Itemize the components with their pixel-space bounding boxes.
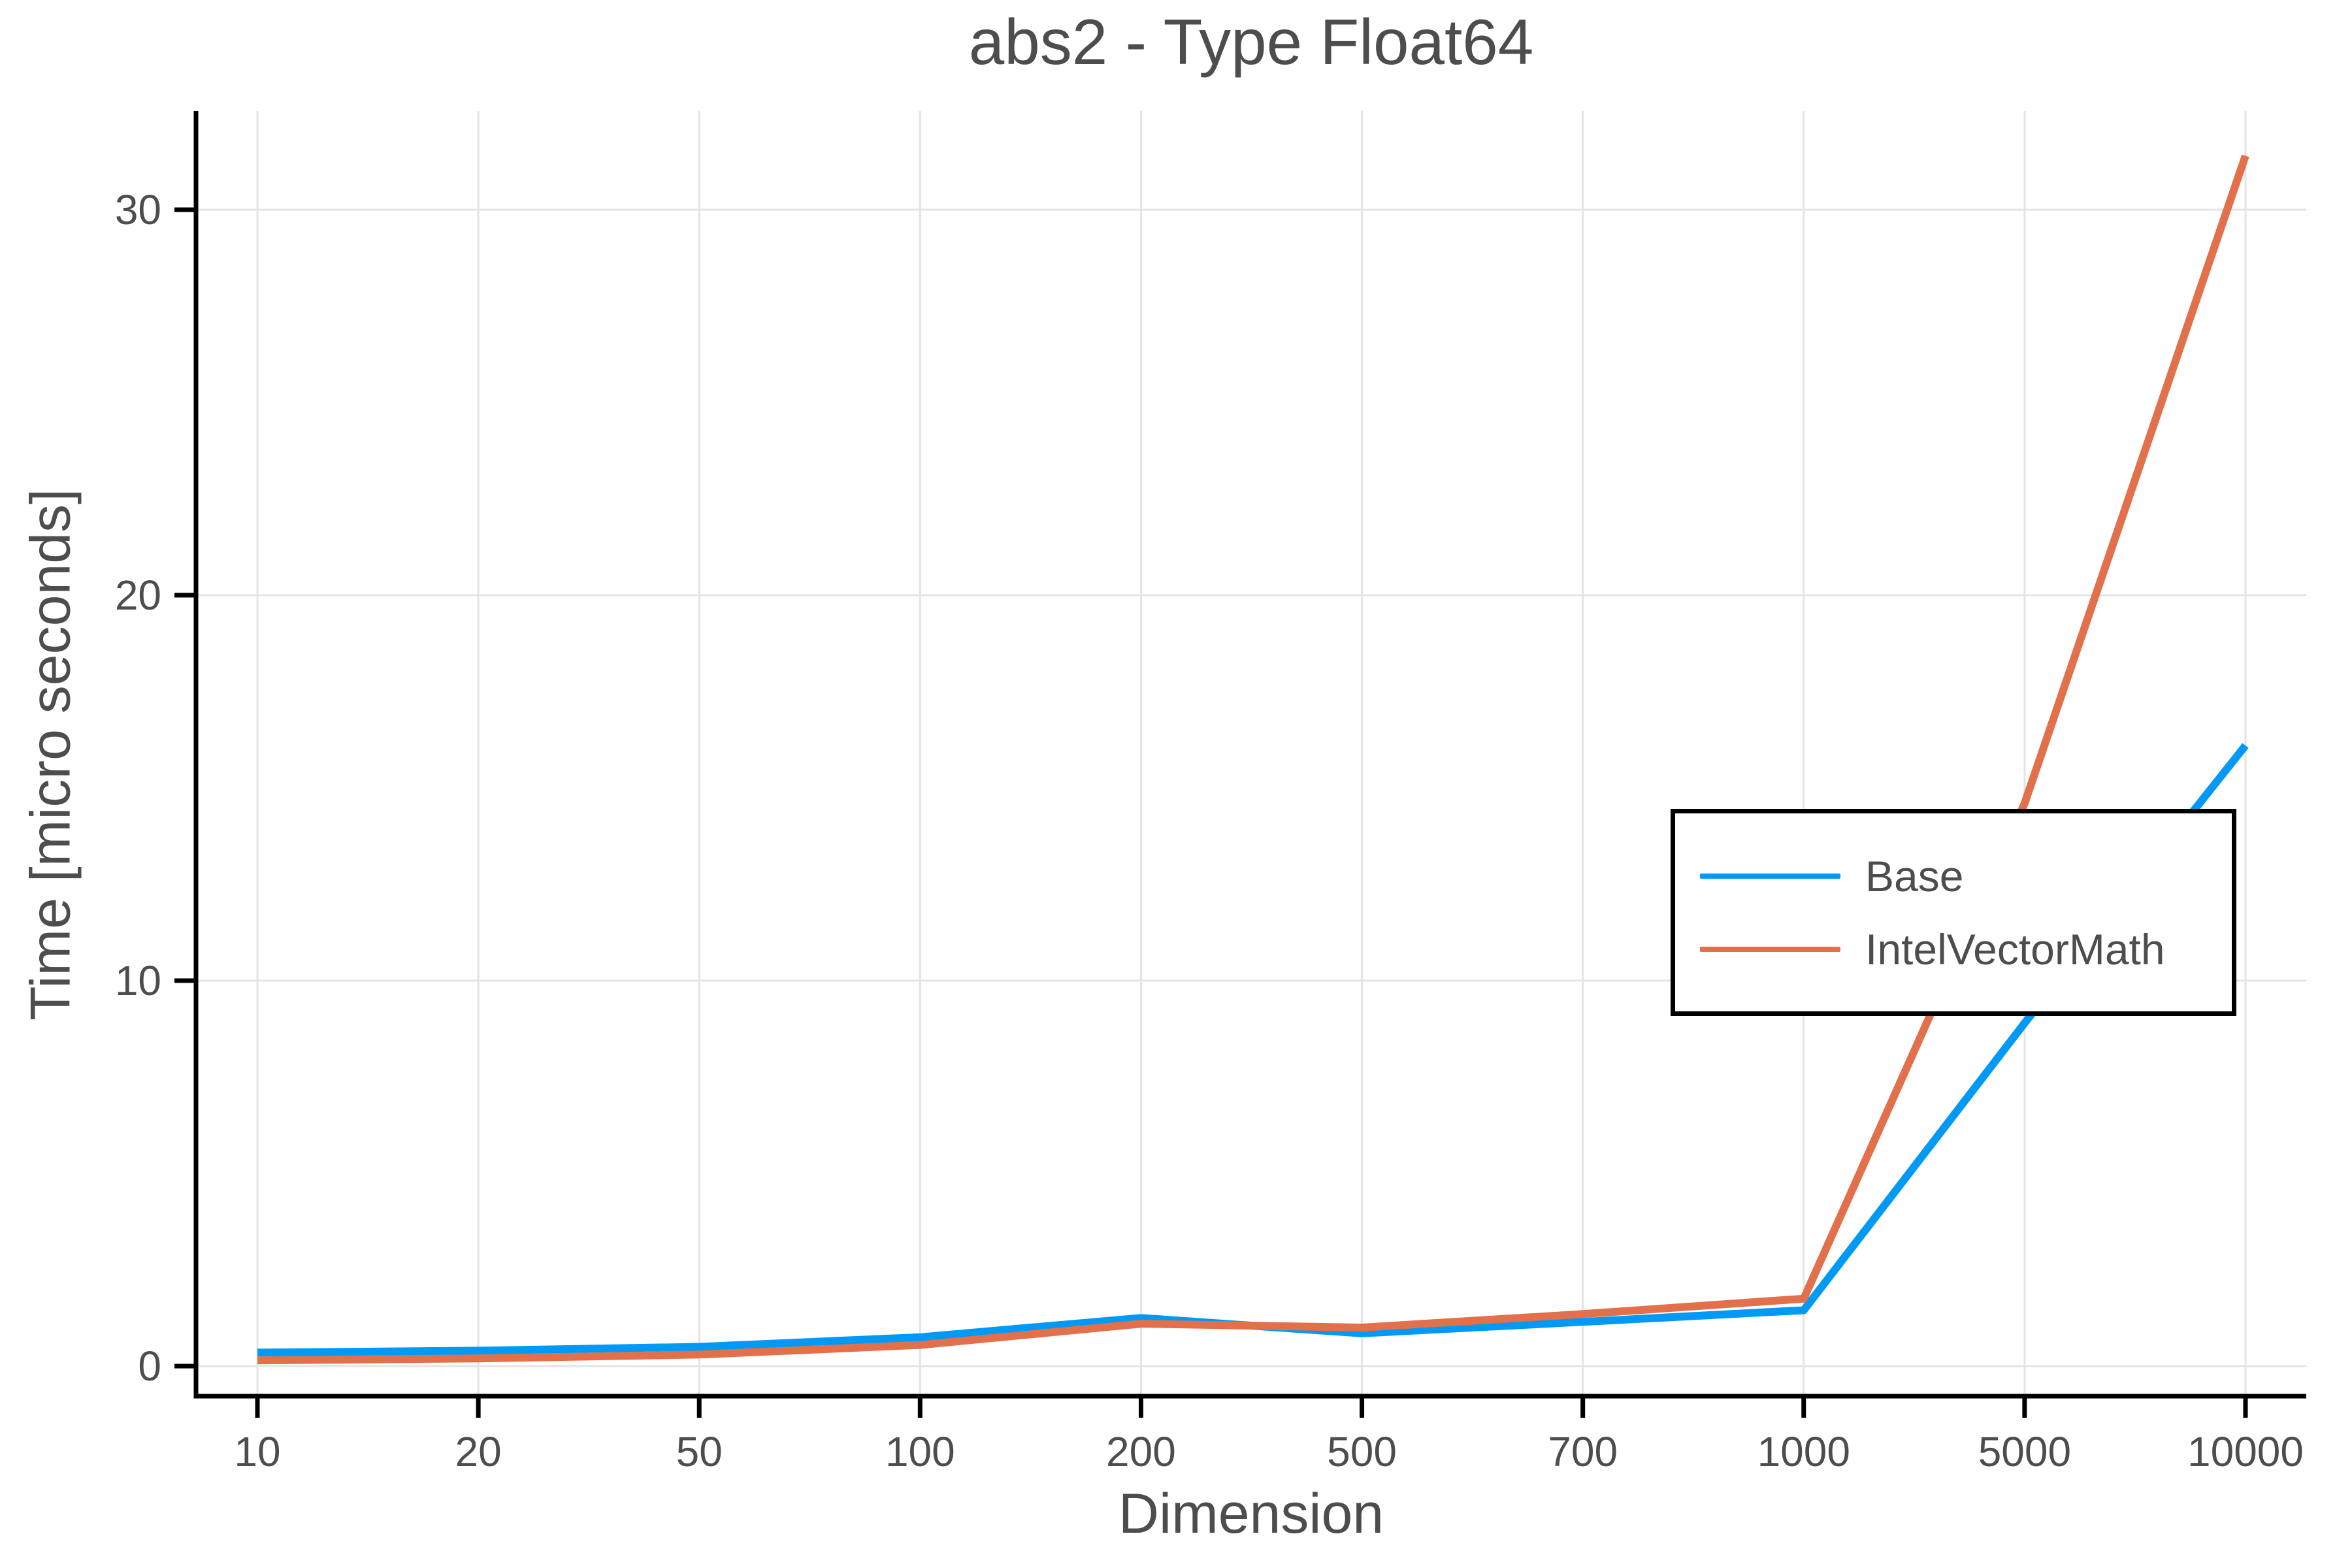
legend-item-base: Base (1675, 840, 2232, 913)
legend-line-sample-base (1700, 873, 1840, 879)
x-tick-label-20: 20 (455, 1428, 502, 1475)
x-tick-label-100: 100 (885, 1428, 955, 1475)
x-tick-label-50: 50 (676, 1428, 723, 1475)
chart-title: abs2 - Type Float64 (968, 6, 1534, 78)
x-tick-label-1000: 1000 (1757, 1428, 1850, 1475)
legend-label-intelvectormath: IntelVectorMath (1865, 924, 2165, 973)
x-tick-label-10: 10 (234, 1428, 281, 1475)
x-tick-label-200: 200 (1106, 1428, 1176, 1475)
y-axis-label: Time [micro seconds] (19, 488, 82, 1021)
legend-label-base: Base (1865, 851, 1964, 900)
legend-line-sample-intelvectormath (1700, 946, 1840, 952)
y-tick-label-10: 10 (114, 957, 161, 1004)
x-tick-label-700: 700 (1548, 1428, 1618, 1475)
legend-item-intelvectormath: IntelVectorMath (1675, 913, 2232, 986)
x-tick-label-5000: 5000 (1978, 1428, 2072, 1475)
x-tick-label-500: 500 (1327, 1428, 1397, 1475)
y-tick-label-0: 0 (138, 1343, 161, 1390)
x-axis-label: Dimension (1118, 1482, 1384, 1545)
y-tick-label-30: 30 (114, 186, 161, 233)
series-line-intelvectormath (257, 154, 2249, 1365)
y-tick-label-20: 20 (114, 572, 161, 619)
x-tick-label-10000: 10000 (2187, 1428, 2304, 1475)
legend-box: Base IntelVectorMath (1671, 809, 2236, 1016)
